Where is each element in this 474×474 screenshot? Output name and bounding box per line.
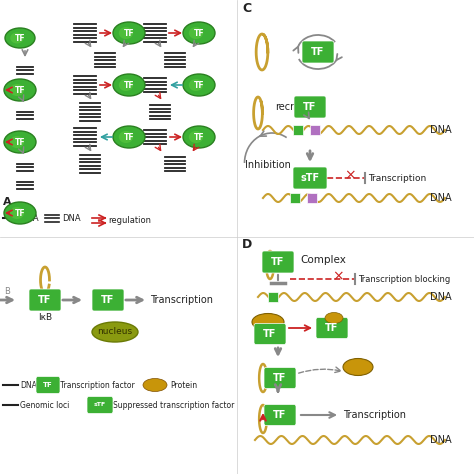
Text: Protein: Protein bbox=[170, 381, 197, 390]
Text: TF: TF bbox=[303, 102, 317, 112]
FancyBboxPatch shape bbox=[92, 289, 124, 311]
Text: TF: TF bbox=[15, 85, 25, 94]
Ellipse shape bbox=[143, 379, 167, 392]
Text: ub: ub bbox=[330, 316, 337, 320]
Text: sTF: sTF bbox=[94, 402, 106, 408]
Bar bbox=[293, 125, 303, 135]
Text: TF: TF bbox=[325, 323, 339, 333]
Bar bbox=[290, 193, 300, 203]
Text: Suppressed transcription factor: Suppressed transcription factor bbox=[113, 401, 234, 410]
Text: TF: TF bbox=[311, 47, 325, 57]
FancyBboxPatch shape bbox=[254, 323, 286, 345]
Text: TF: TF bbox=[194, 81, 204, 90]
Bar bbox=[268, 292, 278, 302]
Ellipse shape bbox=[5, 28, 35, 48]
Ellipse shape bbox=[119, 27, 133, 39]
Text: ×: × bbox=[332, 269, 344, 283]
FancyBboxPatch shape bbox=[29, 289, 61, 311]
Ellipse shape bbox=[183, 22, 215, 44]
Text: A: A bbox=[3, 197, 12, 207]
Text: Complex: Complex bbox=[300, 255, 346, 265]
Text: TF: TF bbox=[273, 410, 287, 420]
Text: DNA: DNA bbox=[430, 193, 452, 203]
Text: DNA: DNA bbox=[20, 213, 38, 222]
Ellipse shape bbox=[189, 131, 203, 143]
Ellipse shape bbox=[113, 126, 145, 148]
Ellipse shape bbox=[119, 79, 133, 91]
Text: TF: TF bbox=[15, 137, 25, 146]
Text: TF: TF bbox=[194, 28, 204, 37]
Text: B: B bbox=[4, 288, 10, 297]
FancyBboxPatch shape bbox=[87, 396, 113, 413]
Ellipse shape bbox=[10, 84, 24, 96]
Text: Transcription: Transcription bbox=[343, 410, 406, 420]
FancyBboxPatch shape bbox=[316, 318, 348, 338]
FancyBboxPatch shape bbox=[264, 404, 296, 426]
Ellipse shape bbox=[113, 22, 145, 44]
Text: TF: TF bbox=[38, 295, 52, 305]
Text: Transcription blocking: Transcription blocking bbox=[358, 274, 450, 283]
Ellipse shape bbox=[183, 74, 215, 96]
Text: TF: TF bbox=[271, 257, 285, 267]
Text: sTF: sTF bbox=[301, 173, 319, 183]
Text: DNA: DNA bbox=[20, 381, 37, 390]
Text: TF: TF bbox=[124, 81, 134, 90]
Text: Transcription: Transcription bbox=[150, 295, 213, 305]
Ellipse shape bbox=[189, 27, 203, 39]
Ellipse shape bbox=[10, 136, 24, 148]
Text: TF: TF bbox=[15, 34, 25, 43]
Text: TF: TF bbox=[124, 133, 134, 142]
Ellipse shape bbox=[4, 202, 36, 224]
Bar bbox=[307, 193, 317, 203]
Text: DNA: DNA bbox=[430, 435, 452, 445]
Text: TF: TF bbox=[194, 133, 204, 142]
Text: TF: TF bbox=[43, 382, 53, 388]
Text: TF: TF bbox=[101, 295, 115, 305]
Text: Transcription factor: Transcription factor bbox=[60, 381, 135, 390]
Text: recruit: recruit bbox=[275, 102, 307, 112]
Text: VHL: VHL bbox=[259, 318, 277, 327]
Ellipse shape bbox=[10, 33, 24, 44]
Text: TF: TF bbox=[15, 209, 25, 218]
Text: DNA: DNA bbox=[430, 125, 452, 135]
Text: Inhibition: Inhibition bbox=[245, 160, 291, 170]
FancyBboxPatch shape bbox=[302, 41, 334, 63]
Text: nucleus: nucleus bbox=[98, 328, 133, 337]
Text: VHL: VHL bbox=[349, 363, 367, 372]
Text: TF: TF bbox=[273, 373, 287, 383]
Ellipse shape bbox=[325, 312, 343, 323]
Text: DNA: DNA bbox=[430, 292, 452, 302]
FancyBboxPatch shape bbox=[294, 96, 326, 118]
Ellipse shape bbox=[119, 131, 133, 143]
Ellipse shape bbox=[4, 79, 36, 101]
Ellipse shape bbox=[343, 358, 373, 375]
Text: D: D bbox=[242, 238, 252, 251]
Ellipse shape bbox=[92, 322, 138, 342]
Ellipse shape bbox=[189, 79, 203, 91]
Text: TF: TF bbox=[264, 329, 277, 339]
Text: Transcription: Transcription bbox=[368, 173, 426, 182]
Ellipse shape bbox=[183, 126, 215, 148]
Text: IκB: IκB bbox=[38, 313, 52, 322]
Text: C: C bbox=[242, 2, 251, 15]
Ellipse shape bbox=[4, 131, 36, 153]
Ellipse shape bbox=[252, 313, 284, 330]
Ellipse shape bbox=[10, 207, 24, 219]
Text: Nkb: Nkb bbox=[149, 383, 161, 388]
FancyBboxPatch shape bbox=[293, 167, 327, 189]
FancyBboxPatch shape bbox=[36, 376, 60, 393]
Bar bbox=[310, 125, 320, 135]
Text: regulation: regulation bbox=[108, 216, 151, 225]
Text: TF: TF bbox=[124, 28, 134, 37]
FancyBboxPatch shape bbox=[264, 367, 296, 389]
Text: DNA: DNA bbox=[62, 213, 81, 222]
Text: Genomic loci: Genomic loci bbox=[20, 401, 69, 410]
Ellipse shape bbox=[113, 74, 145, 96]
FancyBboxPatch shape bbox=[262, 251, 294, 273]
Text: ×: × bbox=[344, 168, 356, 182]
